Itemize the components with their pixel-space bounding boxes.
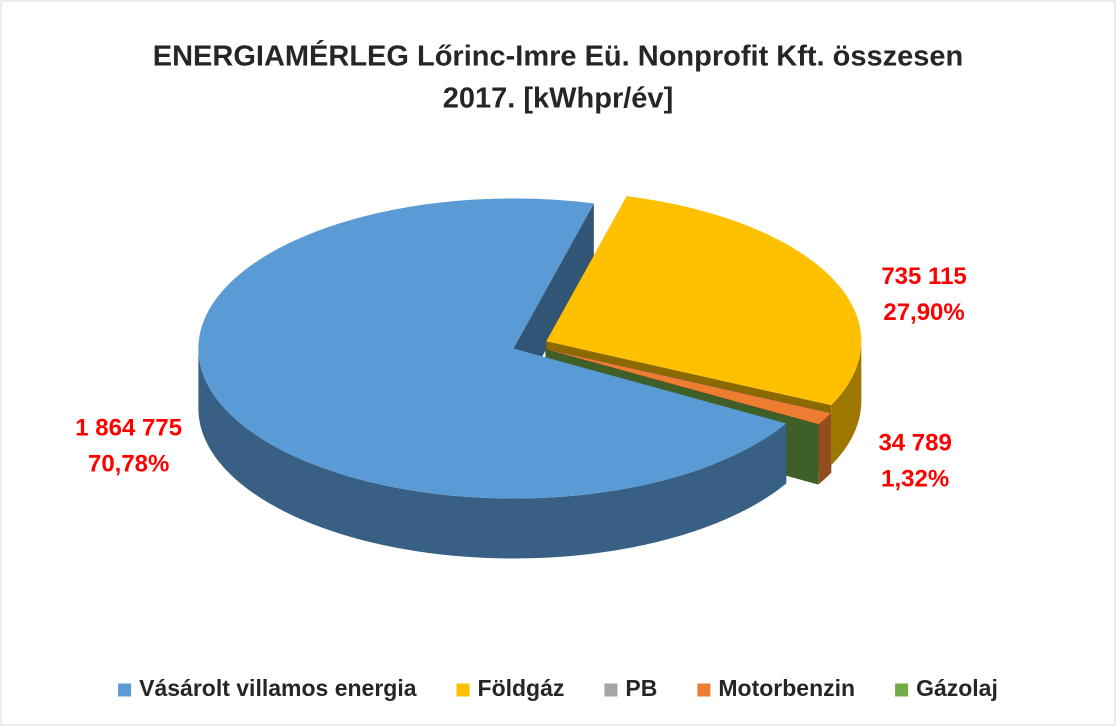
pie-tops	[198, 196, 862, 499]
data-label: 34 789	[878, 429, 951, 456]
legend-swatch	[118, 683, 132, 697]
chart-title: ENERGIAMÉRLEG Lőrinc-Imre Eü. Nonprofit …	[153, 39, 963, 73]
legend-label: Vásárolt villamos energia	[139, 675, 417, 701]
legend-swatch	[697, 683, 711, 697]
pie-slice	[545, 349, 831, 425]
pie-side	[198, 348, 787, 559]
pie-slice	[198, 198, 787, 499]
legend-swatch	[456, 683, 470, 697]
pie-sides	[198, 341, 862, 559]
pie-side	[818, 413, 831, 485]
pie-side	[831, 341, 862, 466]
data-label: 70,78%	[88, 450, 169, 477]
pie-slice	[546, 196, 862, 406]
legend-label: Földgáz	[478, 675, 565, 701]
data-label: 1,32%	[881, 465, 949, 492]
legend-label: Gázolaj	[916, 675, 998, 701]
data-label: 735 115	[881, 263, 966, 290]
legend-swatch	[604, 683, 618, 697]
legend-label: Motorbenzin	[718, 675, 855, 701]
chart-title: 2017. [kWhpr/év]	[443, 83, 673, 115]
legend-label: PB	[625, 675, 657, 701]
data-label: 27,90%	[883, 299, 964, 326]
legend: Vásárolt villamos energia Földgáz PB Motorb…	[118, 675, 998, 701]
data-label: 1 864 775	[75, 414, 182, 441]
legend-swatch	[895, 683, 909, 697]
